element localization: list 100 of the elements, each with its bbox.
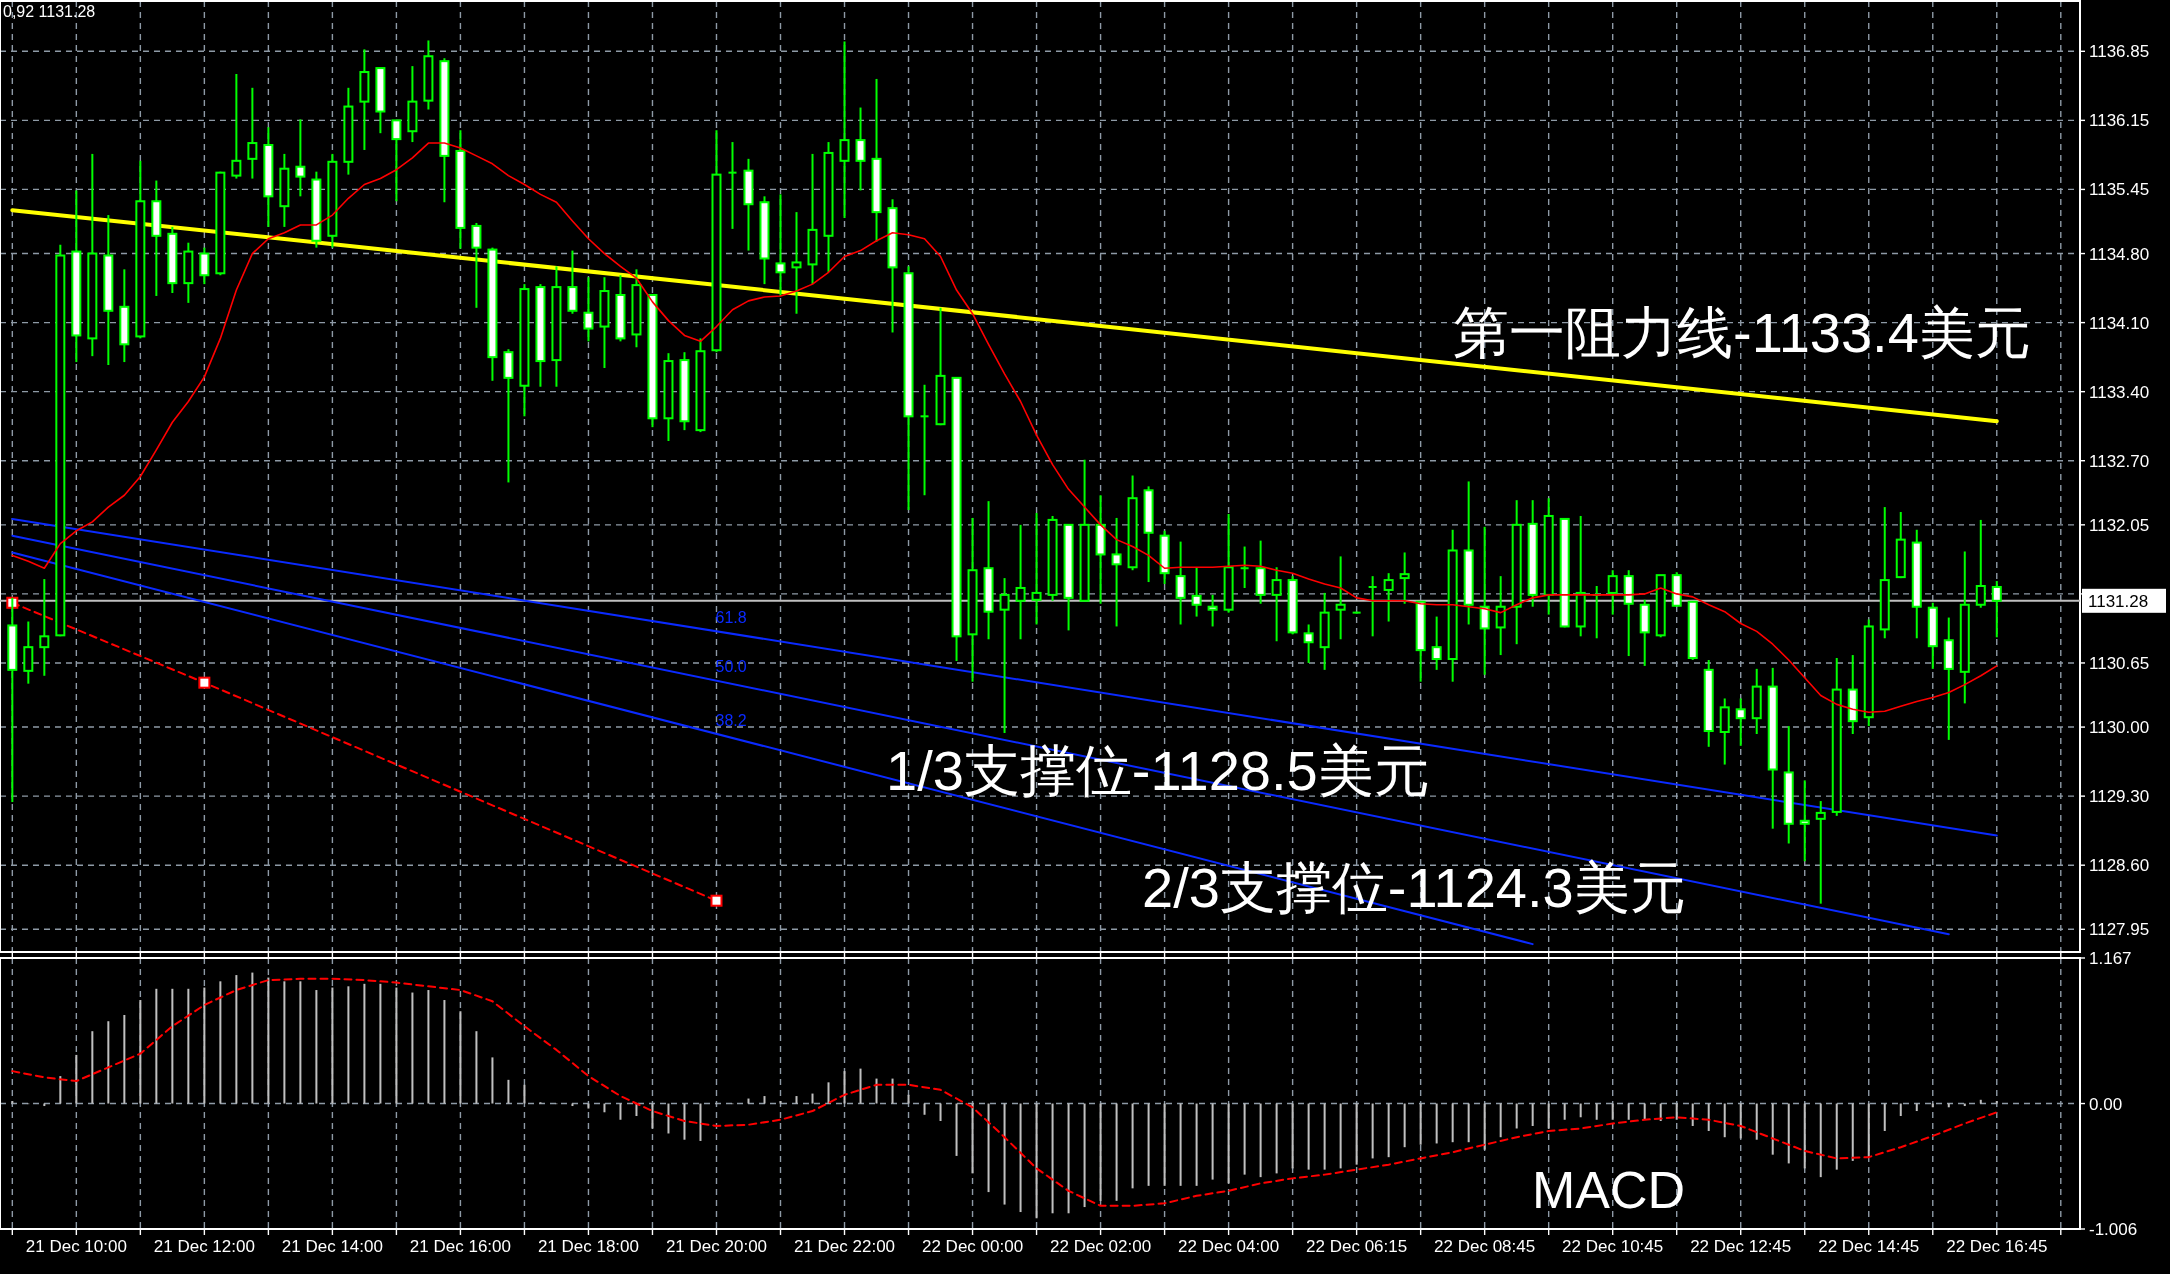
bar [1755, 1103, 1758, 1140]
bar [1915, 1103, 1918, 1112]
bar [1467, 1103, 1470, 1143]
bar [427, 990, 430, 1104]
bar [1403, 1103, 1406, 1148]
bar [411, 992, 414, 1104]
bar [107, 1021, 110, 1104]
x-tick-label: 22 Dec 02:00 [1050, 1237, 1152, 1256]
bar [603, 1103, 606, 1113]
bar [491, 1057, 494, 1104]
bar [1291, 1103, 1294, 1169]
bar [587, 1103, 590, 1109]
bar [219, 981, 222, 1104]
bar [1355, 1103, 1358, 1165]
bar [1339, 1103, 1342, 1169]
bar [1899, 1103, 1902, 1117]
bar [1739, 1103, 1742, 1139]
y-tick-label: 1136.15 [2089, 111, 2150, 131]
bar [1083, 1103, 1086, 1208]
bar [1595, 1103, 1598, 1120]
bar [1259, 1103, 1262, 1178]
bar [1627, 1103, 1630, 1120]
bar [1051, 1103, 1054, 1214]
bar [1883, 1103, 1886, 1131]
x-tick-label: 22 Dec 06:15 [1306, 1237, 1408, 1256]
y-tick-label: 1134.80 [2089, 244, 2150, 264]
bar [1035, 1103, 1038, 1219]
bar [1867, 1103, 1870, 1158]
bar [1163, 1103, 1166, 1186]
y-tick-label: 1130.00 [2089, 718, 2150, 738]
bar [283, 981, 286, 1104]
bar [1723, 1103, 1726, 1138]
x-tick-label: 21 Dec 22:00 [793, 1237, 896, 1256]
bar [1275, 1103, 1278, 1174]
bar [811, 1093, 814, 1104]
bar [1515, 1103, 1518, 1129]
bar [1179, 1103, 1182, 1186]
bar [1371, 1103, 1374, 1159]
x-tick-label: 22 Dec 12:45 [1690, 1237, 1792, 1256]
bar [347, 986, 350, 1104]
bar [91, 1031, 94, 1104]
bar [395, 987, 398, 1104]
bar [155, 988, 158, 1104]
x-tick-label: 22 Dec 16:45 [1946, 1237, 2048, 1256]
y-tick-label: 1134.10 [2089, 313, 2150, 333]
point [710, 894, 723, 907]
bar [795, 1096, 798, 1104]
y-tick-label: 1133.40 [2089, 382, 2150, 402]
bar [699, 1103, 702, 1141]
bar [187, 988, 190, 1104]
x-tick-label: 21 Dec 20:00 [665, 1237, 768, 1256]
line-series [11, 977, 1998, 1207]
bar [1019, 1103, 1022, 1213]
bar [763, 1096, 766, 1104]
y-tick-label: 0.00 [2089, 1094, 2123, 1114]
bar [507, 1079, 510, 1104]
bar [619, 1103, 622, 1120]
x-tick-label: 21 Dec 18:00 [537, 1237, 640, 1256]
bar [1227, 1103, 1230, 1184]
bar [267, 977, 270, 1104]
bar [75, 1054, 78, 1104]
y-tick-label: 1130.65 [2089, 653, 2150, 673]
bar [1483, 1103, 1486, 1150]
bar [459, 1011, 462, 1104]
bar [955, 1103, 958, 1156]
bar [1531, 1103, 1534, 1126]
bar [1243, 1103, 1246, 1175]
bar [11, 1101, 14, 1104]
bar [635, 1103, 638, 1117]
bar [1307, 1103, 1310, 1170]
bar [1803, 1103, 1806, 1169]
x-tick-label: 22 Dec 14:45 [1818, 1237, 1920, 1256]
bar [923, 1103, 926, 1115]
bar [379, 983, 382, 1104]
y-tick-label: 1129.30 [2089, 787, 2150, 807]
y-tick-label: 1135.45 [2089, 180, 2150, 200]
bar [171, 988, 174, 1104]
bar [1835, 1103, 1838, 1170]
x-tick-label: 22 Dec 00:00 [921, 1237, 1024, 1256]
bar [363, 983, 366, 1104]
x-tick-label: 22 Dec 08:45 [1434, 1237, 1536, 1256]
bar [1563, 1103, 1566, 1120]
bar [1547, 1103, 1550, 1129]
bar [59, 1076, 62, 1104]
x-tick-label: 21 Dec 12:00 [153, 1237, 255, 1256]
bar [331, 987, 334, 1104]
y-tick-label: 1128.60 [2089, 856, 2150, 876]
bar [299, 981, 302, 1104]
bar [523, 1084, 526, 1104]
bar [1579, 1103, 1582, 1118]
bar [683, 1103, 686, 1140]
bar [1067, 1103, 1070, 1214]
series-label: 50.0 [715, 658, 747, 676]
y-tick-label: 1132.05 [2089, 515, 2150, 535]
bar [315, 990, 318, 1104]
bar [651, 1103, 654, 1129]
bar [1979, 1099, 1982, 1104]
bar [251, 972, 254, 1104]
annotation: 第一阻力线-1133.4美元 [1453, 301, 2031, 364]
bar [827, 1082, 830, 1104]
